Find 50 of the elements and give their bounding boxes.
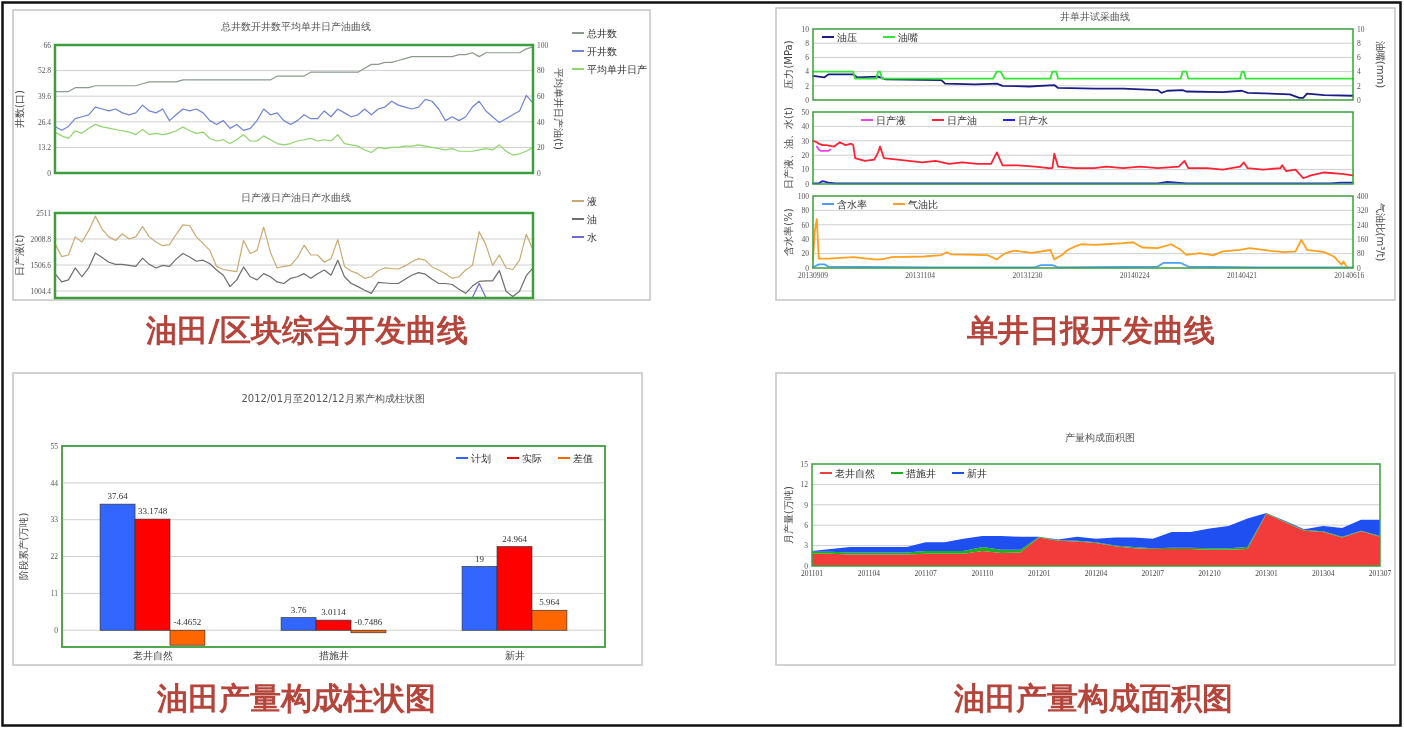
legend-label: 油: [587, 213, 597, 225]
y2-axis-title: 油嘴(mm): [1375, 40, 1386, 89]
y-axis-title: 含水率(%): [783, 208, 794, 256]
legend-label: 水: [587, 231, 597, 243]
data-label: -4.4652: [173, 617, 202, 628]
legend-label: 气油比: [908, 198, 938, 210]
data-label: 3.0114: [321, 607, 347, 618]
text: 油田产量构成柱状图: [155, 680, 436, 716]
y-axis-title: 月产量(万吨): [783, 486, 794, 544]
y-axis-title: 井数(口): [14, 90, 25, 128]
legend-label: 总井数: [586, 27, 617, 39]
legend-label: 日产液: [876, 114, 906, 126]
legend-label: 油压: [837, 31, 857, 43]
legend-label: 措施井: [906, 467, 936, 479]
y-axis-title: 阶段累产(万吨): [18, 512, 29, 581]
legend-label: 含水率: [837, 198, 867, 210]
legend-label: 差值: [573, 452, 593, 464]
y-axis-title: 压力(MPa): [783, 40, 794, 89]
chart-title: 井单井试采曲线: [1060, 11, 1130, 22]
chart-title: 2012/01月至2012/12月累产构成柱状图: [241, 393, 425, 404]
legend-label: 实际: [522, 452, 542, 464]
data-label: 33.1748: [137, 506, 168, 517]
x-tick-label: 新井: [504, 650, 525, 661]
x-tick-label: 老井自然: [132, 650, 173, 661]
y-axis-title: 日产液(t): [14, 234, 25, 277]
data-label: 3.76: [290, 604, 307, 615]
y2-axis-title: 平均单井日产油(t): [553, 68, 564, 150]
legend-label: 平均单井日产: [587, 63, 647, 75]
legend-label: 开井数: [587, 45, 617, 57]
legend-label: 老井自然: [835, 467, 875, 479]
legend-label: 计划: [471, 452, 491, 464]
legend-label: 液: [587, 195, 597, 207]
data-label: -0.7486: [354, 617, 383, 628]
y2-axis-title: 气油比(m³/t): [1375, 202, 1386, 262]
text: 油田产量构成面积图: [952, 680, 1233, 716]
text: 油田/区块综合开发曲线: [145, 312, 468, 348]
x-tick-label: 措施井: [318, 650, 349, 661]
legend-label: 新井: [967, 467, 987, 479]
data-label: 5.964: [539, 597, 561, 608]
chart-title: 总井数开井数平均单井日产油曲线: [220, 21, 371, 32]
legend-label: 油嘴: [898, 31, 918, 43]
legend-label: 日产油: [947, 114, 977, 126]
data-label: 37.64: [107, 491, 129, 502]
y-axis-title: 日产液、油、水(t): [783, 107, 794, 189]
legend-label: 日产水: [1018, 114, 1048, 126]
chart-title: 产量构成面积图: [1065, 432, 1135, 443]
data-label: 19: [475, 553, 485, 564]
text: 单井日报开发曲线: [966, 312, 1215, 348]
chart-title: 日产液日产油日产水曲线: [241, 192, 351, 203]
data-label: 24.964: [502, 533, 528, 544]
